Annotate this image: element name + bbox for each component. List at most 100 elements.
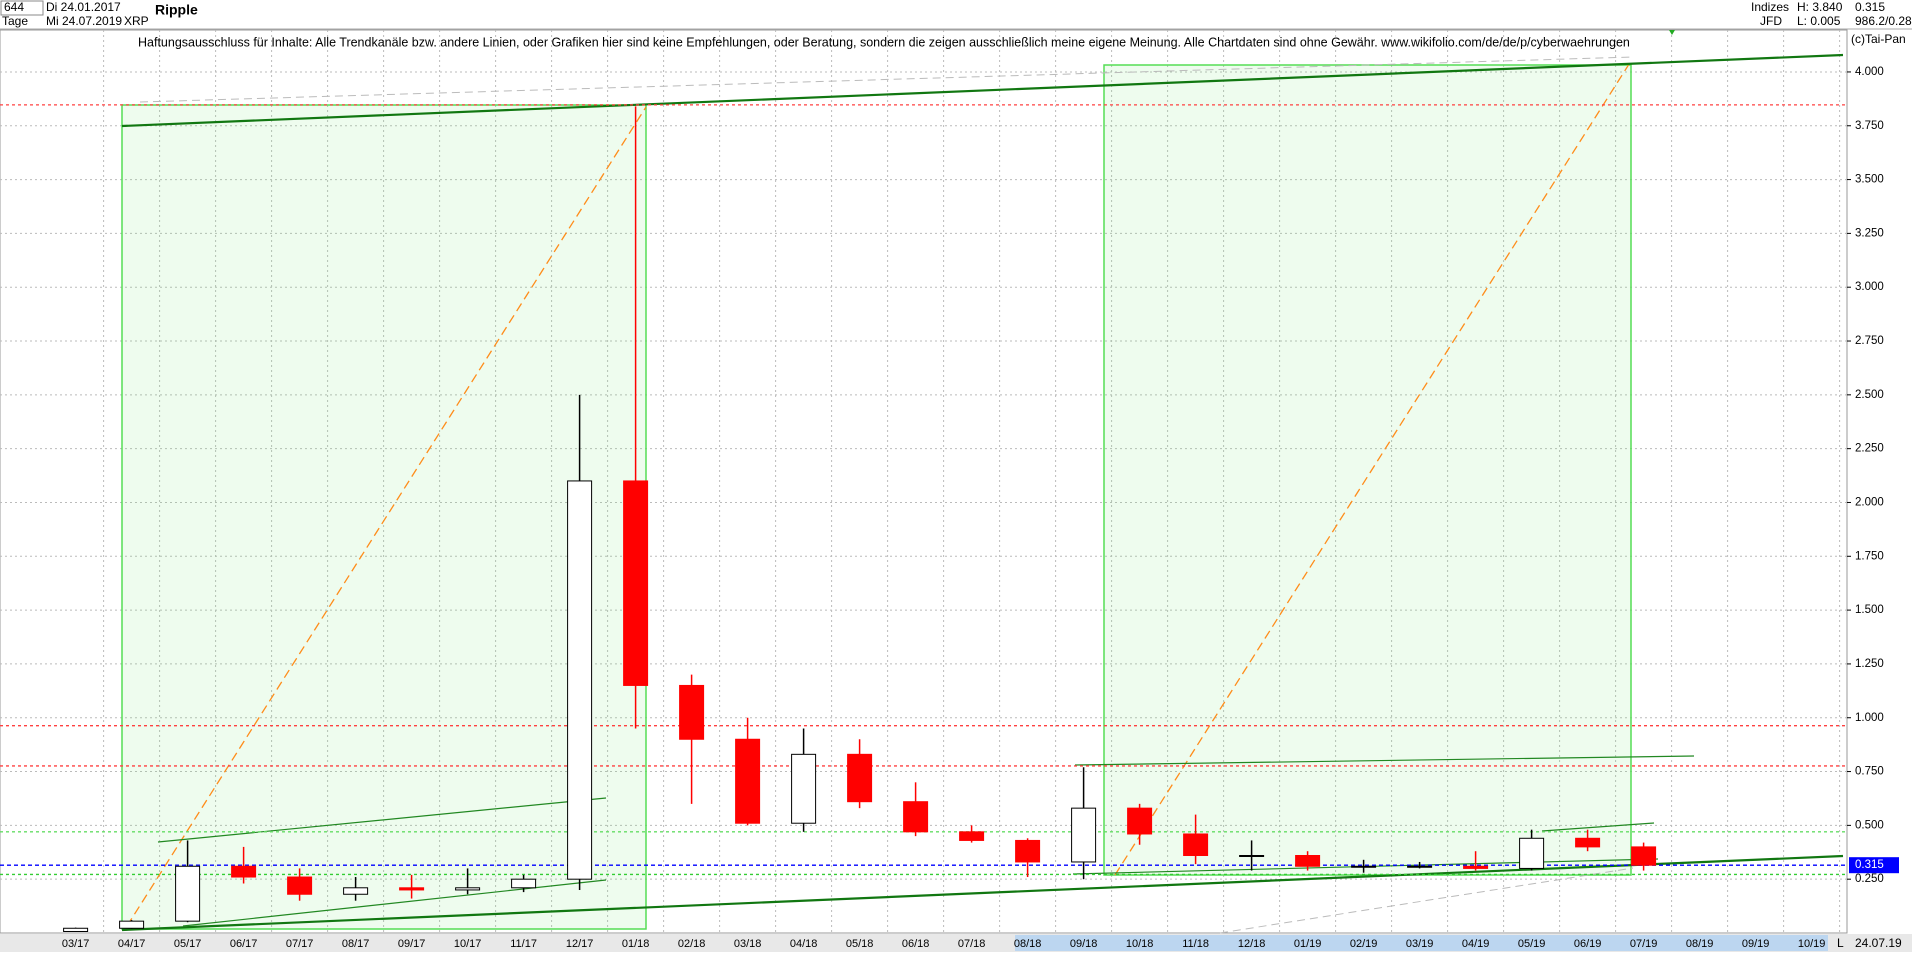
x-tick-label: 09/18 (1070, 938, 1098, 950)
x-tick-label: 09/17 (398, 938, 426, 950)
group: Indizes (1751, 0, 1789, 14)
x-tick-label: 04/18 (790, 938, 818, 950)
candle-body (1407, 865, 1433, 868)
x-tick-label: 06/19 (1574, 938, 1602, 950)
x-tick-label: 01/18 (622, 938, 650, 950)
x-tick-label: 03/18 (734, 938, 762, 950)
count: 644 (4, 0, 24, 14)
drawings (121, 30, 1844, 934)
y-tick-label: 0.500 (1855, 819, 1884, 831)
candle-body (287, 876, 313, 895)
candle-body (791, 753, 817, 824)
candle-body (1071, 807, 1097, 863)
y-tick-label: 3.000 (1855, 281, 1884, 293)
candle-body (175, 865, 201, 922)
candle-body (1239, 855, 1265, 858)
y-tick-label: 0.750 (1855, 766, 1884, 778)
x-tick-label: 05/18 (846, 938, 874, 950)
x-tick-label: 12/17 (566, 938, 594, 950)
x-tick-label: 07/19 (1630, 938, 1658, 950)
candle-body (63, 927, 89, 932)
candle-body (1519, 837, 1545, 869)
footer-date: 24.07.19 (1855, 936, 1902, 950)
y-tick-label: 2.500 (1855, 389, 1884, 401)
x-tick-label: 05/19 (1518, 938, 1546, 950)
channel-line (1074, 755, 1695, 766)
alert-marker (1669, 30, 1675, 35)
candle-body (1575, 837, 1601, 848)
x-tick-label: 06/17 (230, 938, 258, 950)
x-tick-label: 11/17 (510, 938, 537, 950)
y-tick-label: 2.000 (1855, 497, 1884, 509)
count-box[interactable] (0, 0, 44, 16)
x-axis-highlight (1015, 935, 1828, 951)
x-tick-label: 04/19 (1462, 938, 1490, 950)
high-label: H: 3.840 (1797, 0, 1843, 14)
candle-body (455, 887, 481, 891)
diagonal (1114, 60, 1632, 876)
candle-body (847, 753, 873, 803)
candle-body (567, 480, 593, 880)
x-tick-label: 06/18 (902, 938, 930, 950)
x-tick-label: 02/19 (1350, 938, 1378, 950)
copyright: (c)Tai-Pan (1851, 32, 1906, 46)
y-tick-label: 3.750 (1855, 120, 1884, 132)
last-price-box (1849, 857, 1899, 874)
candle-body (903, 801, 929, 833)
x-tick-label: 10/17 (454, 938, 482, 950)
candle-body (343, 887, 369, 895)
source: JFD (1760, 14, 1782, 28)
footer-mode: L (1837, 936, 1844, 950)
candle-body (735, 738, 761, 824)
disclaimer: Haftungsausschluss für Inhalte: Alle Tre… (138, 35, 1630, 49)
x-tick-label: 10/18 (1126, 938, 1154, 950)
low-label: L: 0.005 (1797, 14, 1841, 28)
x-tick-label: 01/19 (1294, 938, 1322, 950)
end-date: Mi 24.07.2019 (46, 14, 122, 28)
x-tick-label: 09/19 (1742, 938, 1770, 950)
range-box (121, 104, 647, 930)
extra: 986.2/0.28 (1855, 14, 1912, 28)
symbol: XRP (124, 14, 149, 28)
plot-area (0, 29, 1848, 934)
candle-body (1295, 855, 1321, 867)
x-tick-label: 05/17 (174, 938, 202, 950)
candle-body (231, 865, 257, 878)
candle-body (119, 920, 145, 929)
candle-body (1015, 839, 1041, 863)
y-tick-label: 4.000 (1855, 66, 1884, 78)
x-tick-label: 07/17 (286, 938, 314, 950)
y-tick-label: 2.250 (1855, 443, 1884, 455)
period[interactable]: Tage (2, 14, 28, 28)
trend-line (121, 854, 1844, 932)
start-date: Di 24.01.2017 (46, 0, 121, 14)
x-tick-label: 03/17 (62, 938, 90, 950)
helper-line (1219, 867, 1634, 934)
last-price-header: 0.315 (1855, 0, 1885, 14)
candle-body (1183, 833, 1209, 857)
channel-line (1541, 822, 1655, 832)
channel-line (157, 797, 607, 843)
x-tick-label: 04/17 (118, 938, 146, 950)
y-tick-label: 2.750 (1855, 335, 1884, 347)
x-tick-label: 03/19 (1406, 938, 1434, 950)
y-tick-label: 1.250 (1855, 658, 1884, 670)
x-tick-label: 08/19 (1686, 938, 1714, 950)
x-tick-label: 08/18 (1014, 938, 1042, 950)
x-tick-label: 11/18 (1182, 938, 1209, 950)
candle-body (623, 480, 649, 686)
candle-body (959, 831, 985, 841)
candle-body (1127, 807, 1153, 835)
candle-body (399, 887, 425, 891)
y-tick-label: 1.750 (1855, 550, 1884, 562)
candle-body (1351, 865, 1377, 868)
last-price-label: 0.315 (1855, 859, 1884, 871)
candle-body (679, 684, 705, 740)
x-tick-label: 08/17 (342, 938, 370, 950)
chart-title: Ripple (155, 2, 198, 18)
candle-body (511, 878, 537, 889)
trend-line (121, 53, 1844, 128)
x-tick-label: 10/19 (1798, 938, 1826, 950)
diagonal (126, 106, 647, 927)
